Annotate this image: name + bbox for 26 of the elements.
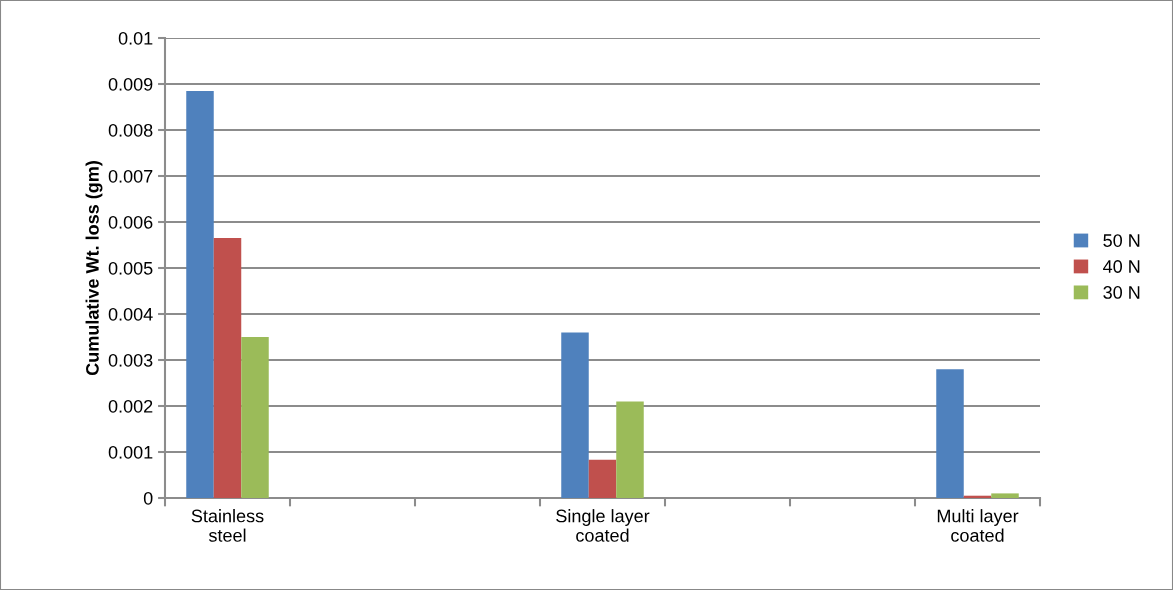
bar (991, 493, 1019, 498)
y-tick-label: 0.008 (108, 123, 153, 137)
legend-label: 30 N (1103, 286, 1140, 299)
y-tick-label: 0.005 (108, 261, 153, 275)
y-tick-label: 0.01 (118, 31, 153, 45)
y-tick-label: 0.001 (108, 445, 153, 459)
bar (561, 332, 589, 498)
y-tick-label: 0.003 (108, 353, 153, 367)
y-tick-label: 0.006 (108, 215, 153, 229)
legend-label: 50 N (1103, 234, 1140, 247)
bar (241, 337, 269, 498)
y-axis-title: Cumulative Wt. loss (gm) (85, 161, 103, 376)
legend-label: 40 N (1103, 260, 1140, 273)
y-tick-label: 0.002 (108, 399, 153, 413)
y-tick-label: 0.009 (108, 77, 153, 91)
bar (616, 401, 644, 498)
bar (186, 90, 214, 498)
y-tick-label: 0 (143, 491, 153, 505)
y-tick-label: 0.004 (108, 307, 153, 321)
bar (936, 369, 964, 498)
x-tick-label: Single layer coated (556, 509, 650, 542)
x-tick-label: Multi layer coated (937, 509, 1019, 542)
bar (588, 459, 617, 498)
x-tick-label: Stainless steel (191, 509, 264, 542)
bar (213, 238, 242, 498)
y-tick-label: 0.007 (108, 169, 153, 183)
